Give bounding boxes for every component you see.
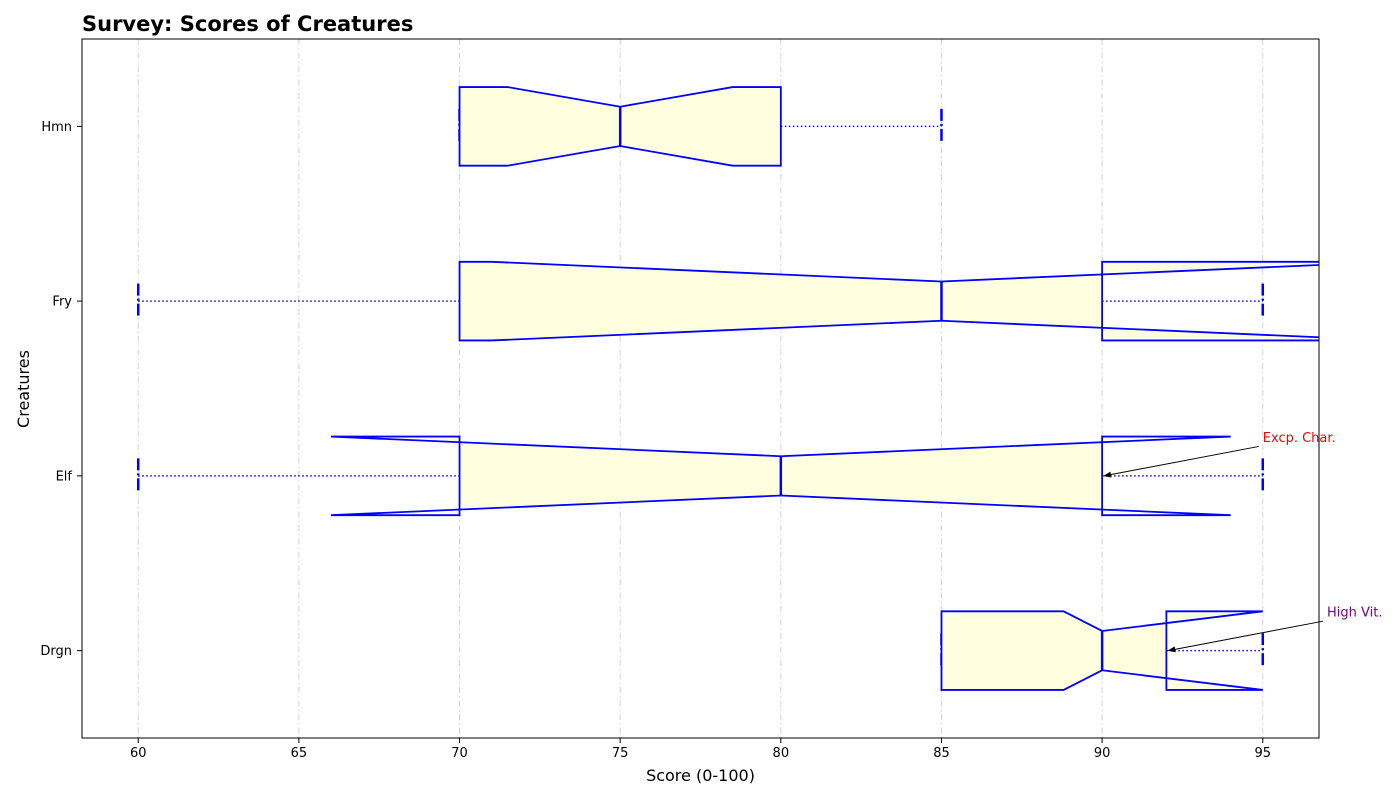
- boxplot-series: [136, 86, 1319, 691]
- x-tick-label: 95: [1254, 746, 1271, 761]
- x-tick-label: 65: [291, 746, 308, 761]
- box-body: [458, 260, 1319, 342]
- box-elf: [136, 435, 1265, 517]
- x-tick-label: 80: [773, 746, 790, 761]
- plot-frame: [81, 38, 1320, 739]
- annotation-arrow: [1103, 445, 1259, 478]
- box-fry: [136, 260, 1319, 342]
- y-axis-ticks: Drgn Elf Fry Hmn: [40, 120, 82, 659]
- y-tick-label: Elf: [56, 469, 73, 484]
- x-axis-label: Score (0-100): [646, 766, 755, 785]
- box-hmn: [458, 86, 943, 167]
- y-tick-label: Drgn: [40, 644, 72, 659]
- annotations: Excp. Char. High Vit.: [1103, 431, 1383, 653]
- y-tick-label: Fry: [52, 295, 72, 310]
- x-tick-label: 85: [933, 746, 950, 761]
- annotation-label: Excp. Char.: [1263, 431, 1336, 446]
- annotation: High Vit.: [1167, 606, 1383, 653]
- chart-title: Survey: Scores of Creatures: [82, 12, 413, 36]
- annotation: Excp. Char.: [1103, 431, 1336, 478]
- y-axis-label: Creatures: [14, 350, 33, 428]
- box-drgn: [940, 610, 1265, 691]
- y-tick-label: Hmn: [41, 120, 72, 135]
- x-tick-label: 70: [451, 746, 468, 761]
- x-tick-label: 75: [612, 746, 629, 761]
- x-axis-ticks: 60 65 70 75 80 85 90 95: [130, 738, 1271, 761]
- annotation-arrow: [1167, 620, 1324, 653]
- annotation-label: High Vit.: [1327, 606, 1382, 621]
- x-tick-label: 90: [1094, 746, 1111, 761]
- x-tick-label: 60: [130, 746, 147, 761]
